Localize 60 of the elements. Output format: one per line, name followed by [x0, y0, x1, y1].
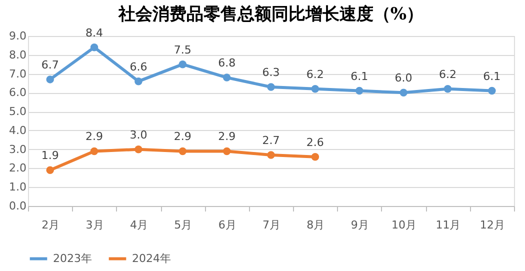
- point: [134, 77, 142, 86]
- point: [222, 74, 231, 82]
- point: [46, 166, 54, 174]
- point: [134, 145, 142, 154]
- data-label: 2.9: [174, 130, 192, 144]
- data-label: 3.0: [130, 128, 148, 142]
- x-tick-label: 12月: [480, 218, 505, 232]
- y-tick-label: 8.0: [9, 48, 26, 62]
- point: [311, 153, 320, 161]
- y-tick-label: 2.0: [9, 162, 26, 175]
- data-label: 6.1: [483, 70, 501, 83]
- x-tick-label: 11月: [436, 218, 461, 232]
- chart-title: 社会消费品零售总额同比增长速度（%）: [117, 4, 424, 24]
- point: [355, 86, 364, 95]
- y-tick-label: 6.0: [9, 86, 26, 100]
- data-label: 6.2: [306, 68, 324, 81]
- data-label: 6.2: [438, 68, 456, 81]
- data-label: 6.0: [394, 72, 412, 85]
- y-tick-label: 7.0: [9, 67, 26, 80]
- y-tick-label: 9.0: [9, 30, 26, 42]
- y-tick-label: 5.0: [9, 105, 26, 118]
- point: [222, 147, 231, 156]
- data-label: 1.9: [41, 149, 59, 162]
- data-label: 6.1: [350, 70, 368, 83]
- x-tick-label: 7月: [262, 218, 280, 232]
- data-label: 2.6: [306, 136, 324, 149]
- data-label: 6.3: [262, 66, 280, 79]
- point: [267, 151, 275, 159]
- x-tick-label: 3月: [86, 218, 104, 232]
- data-label: 7.5: [174, 43, 192, 56]
- y-tick-label: 1.0: [9, 180, 26, 194]
- x-tick-label: 6月: [218, 218, 236, 232]
- legend-label: 2023年: [53, 252, 92, 265]
- data-label: 6.7: [41, 58, 59, 72]
- x-tick-label: 2月: [42, 218, 60, 232]
- point: [90, 147, 98, 156]
- y-tick-label: 0.0: [9, 200, 26, 212]
- point: [267, 83, 275, 91]
- point: [311, 85, 320, 93]
- data-label: 2.7: [262, 134, 280, 147]
- data-label: 6.8: [218, 56, 236, 70]
- point: [444, 85, 452, 93]
- point: [178, 60, 187, 68]
- x-tick-label: 8月: [306, 218, 325, 232]
- point: [46, 76, 54, 84]
- data-label: 2.9: [86, 130, 104, 144]
- data-label: 6.6: [130, 60, 148, 74]
- point: [90, 43, 98, 52]
- x-tick-label: 9月: [350, 218, 369, 232]
- data-label: 2.9: [218, 130, 236, 144]
- x-tick-label: 4月: [130, 218, 148, 232]
- x-tick-label: 10月: [392, 218, 417, 232]
- x-tick-label: 5月: [174, 218, 192, 232]
- y-tick-label: 4.0: [9, 124, 26, 137]
- point: [178, 147, 187, 156]
- legend-label: 2024年: [132, 252, 171, 265]
- point: [400, 88, 408, 97]
- y-tick-label: 3.0: [9, 142, 26, 156]
- data-label: 8.4: [86, 26, 104, 40]
- point: [488, 86, 496, 95]
